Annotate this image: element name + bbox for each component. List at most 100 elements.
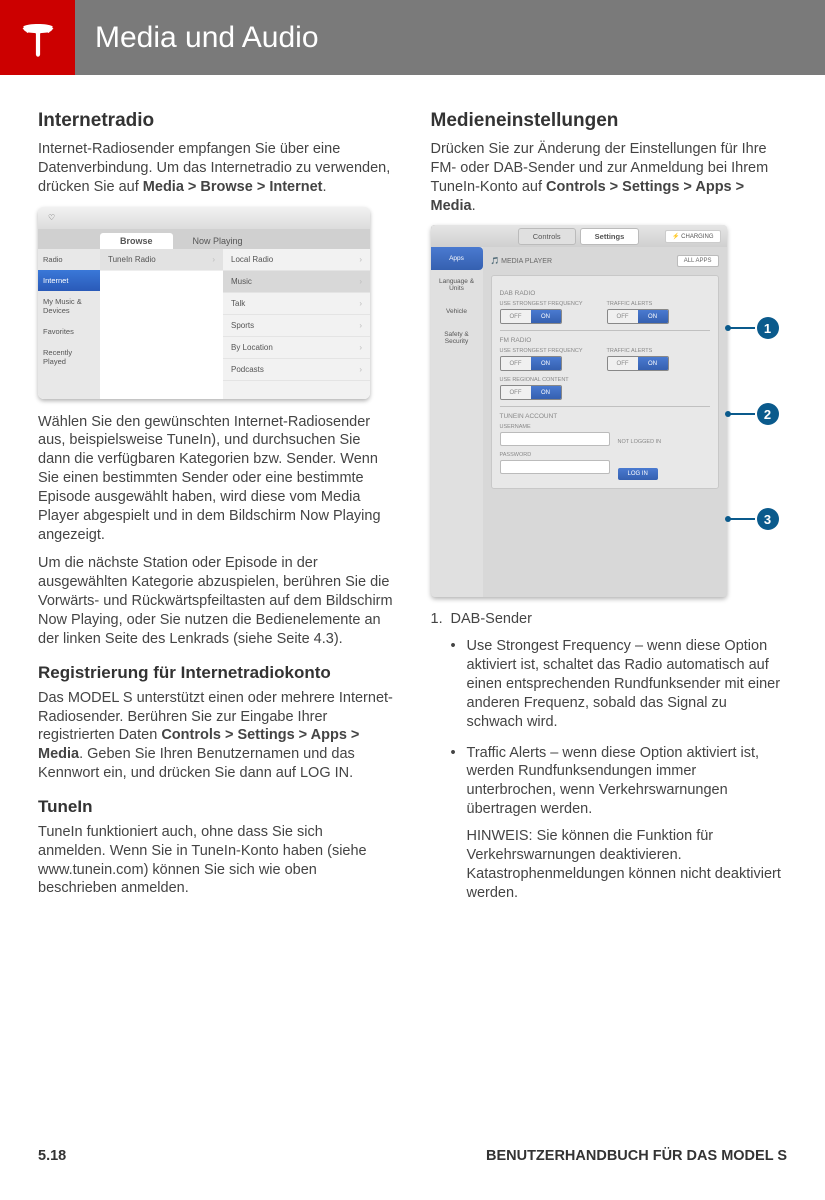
heading-registration: Registrierung für Internetradiokonto (38, 663, 395, 683)
left-column: Internetradio Internet-Radiosender empfa… (38, 110, 395, 914)
nav-favorites[interactable]: Favorites (38, 321, 100, 342)
label-freq: USE STRONGEST FREQUENCY (500, 301, 583, 307)
bullet-traffic: Traffic Alerts – wenn diese Option aktiv… (451, 744, 788, 903)
text: Traffic Alerts – wenn diese Option aktiv… (467, 745, 760, 818)
bullet-freq: Use Strongest Frequency – wenn diese Opt… (451, 637, 788, 731)
toggle-fm-traffic[interactable]: OFFON (607, 356, 669, 371)
mid-tunein[interactable]: TuneIn Radio (100, 249, 223, 271)
tab-controls[interactable]: Controls (518, 228, 576, 245)
s1-mid-list: TuneIn Radio (100, 249, 223, 399)
text: MEDIA PLAYER (501, 258, 552, 265)
toggle-fm-freq[interactable]: OFFON (500, 356, 562, 371)
side-apps[interactable]: Apps (431, 247, 483, 270)
page-number: 5.18 (38, 1148, 66, 1164)
s1-right-list: Local Radio Music Talk Sports By Locatio… (223, 249, 370, 399)
book-title: BENUTZERHANDBUCH FÜR DAS MODEL S (486, 1148, 787, 1164)
toggle-regional[interactable]: OFFON (500, 385, 562, 400)
toggle-off: OFF (501, 386, 531, 399)
cat-sports[interactable]: Sports (223, 315, 370, 337)
toggle-on: ON (638, 310, 668, 323)
cat-talk[interactable]: Talk (223, 293, 370, 315)
s1-tabs: Browse Now Playing (38, 229, 370, 249)
bullet-list: Use Strongest Frequency – wenn diese Opt… (451, 637, 788, 902)
toggle-off: OFF (608, 357, 638, 370)
callout-1: 1 (727, 317, 779, 339)
nav-internet[interactable]: Internet (38, 270, 100, 291)
page-footer: 5.18 BENUTZERHANDBUCH FÜR DAS MODEL S (38, 1148, 787, 1164)
all-apps-button[interactable]: ALL APPS (677, 255, 719, 267)
heart-icon: ♡ (48, 213, 55, 222)
s2-topbar: Controls Settings ⚡ CHARGING (431, 225, 727, 247)
tab-settings[interactable]: Settings (580, 228, 640, 245)
cat-local[interactable]: Local Radio (223, 249, 370, 271)
text: DAB-Sender (451, 611, 532, 627)
side-vehicle[interactable]: Vehicle (431, 300, 483, 323)
toggle-on: ON (531, 310, 561, 323)
para-reg: Das MODEL S unterstützt einen oder mehre… (38, 689, 395, 783)
label-pass: PASSWORD (500, 452, 710, 458)
sec-fm: FM RADIO (500, 337, 710, 344)
callout-2: 2 (727, 403, 779, 425)
cat-music[interactable]: Music (223, 271, 370, 293)
tab-browse[interactable]: Browse (100, 233, 173, 249)
label-traffic: TRAFFIC ALERTS (607, 301, 669, 307)
para-internet-3: Um die nächste Station oder Episode in d… (38, 554, 395, 648)
label-freq2: USE STRONGEST FREQUENCY (500, 348, 583, 354)
callout-num: 2 (757, 403, 779, 425)
side-lang[interactable]: Language & Units (431, 270, 483, 300)
callout-num: 3 (757, 508, 779, 530)
toggle-on: ON (531, 357, 561, 370)
heading-tunein: TuneIn (38, 797, 395, 817)
nav-mymusic[interactable]: My Music & Devices (38, 291, 100, 321)
para-tunein: TuneIn funktioniert auch, ohne dass Sie … (38, 823, 395, 898)
settings-panel: DAB RADIO USE STRONGEST FREQUENCY OFFON … (491, 275, 719, 489)
login-button[interactable]: LOG IN (618, 468, 658, 480)
text: . Geben Sie Ihren Benutzernamen und das … (38, 746, 355, 781)
toggle-off: OFF (501, 357, 531, 370)
toggle-on: ON (638, 357, 668, 370)
screenshot-settings: × Controls Settings ⚡ CHARGING Apps Lang… (431, 225, 727, 597)
label-user: USERNAME (500, 424, 710, 430)
tab-now-playing[interactable]: Now Playing (173, 233, 263, 249)
label-traffic2: TRAFFIC ALERTS (607, 348, 669, 354)
toggle-off: OFF (608, 310, 638, 323)
label-regional: USE REGIONAL CONTENT (500, 377, 710, 383)
s2-main: 🎵 MEDIA PLAYER ALL APPS DAB RADIO USE ST… (483, 247, 727, 597)
s1-left-nav: Radio Internet My Music & Devices Favori… (38, 249, 100, 399)
toggle-dab-freq[interactable]: OFFON (500, 309, 562, 324)
side-safety[interactable]: Safety & Security (431, 323, 483, 353)
screenshot-media-browse: ♡ Browse Now Playing Radio Internet My M… (38, 207, 370, 399)
cat-location[interactable]: By Location (223, 337, 370, 359)
s2-sidebar: Apps Language & Units Vehicle Safety & S… (431, 247, 483, 597)
content-columns: Internetradio Internet-Radiosender empfa… (0, 75, 825, 914)
tesla-logo (0, 0, 75, 75)
cat-podcasts[interactable]: Podcasts (223, 359, 370, 381)
toggle-off: OFF (501, 310, 531, 323)
not-logged-label: NOT LOGGED IN (618, 439, 662, 445)
toggle-dab-traffic[interactable]: OFFON (607, 309, 669, 324)
list-item-dab: DAB-Sender Use Strongest Frequency – wen… (431, 611, 788, 902)
screenshot-settings-wrap: × Controls Settings ⚡ CHARGING Apps Lang… (431, 225, 788, 597)
heading-internetradio: Internetradio (38, 110, 395, 132)
username-input[interactable] (500, 432, 610, 446)
password-input[interactable] (500, 460, 610, 474)
nav-recent[interactable]: Recently Played (38, 342, 100, 372)
page-title: Media und Audio (95, 21, 319, 55)
toggle-on: ON (531, 386, 561, 399)
para-mediasettings: Drücken Sie zur Änderung der Einstellung… (431, 140, 788, 215)
tesla-t-icon (17, 17, 59, 59)
page-header: Media und Audio (0, 0, 825, 75)
note-text: HINWEIS: Sie können die Funktion für Ver… (467, 827, 788, 902)
callout-num: 1 (757, 317, 779, 339)
nav-radio[interactable]: Radio (38, 249, 100, 270)
heading-mediasettings: Medieneinstellungen (431, 110, 788, 132)
callout-3: 3 (727, 508, 779, 530)
sec-tunein: TUNEIN ACCOUNT (500, 413, 710, 420)
sec-dab: DAB RADIO (500, 290, 710, 297)
right-column: Medieneinstellungen Drücken Sie zur Ände… (431, 110, 788, 914)
text-bold: Media > Browse > Internet (143, 179, 323, 195)
para-internet-2: Wählen Sie den gewünschten Internet-Radi… (38, 413, 395, 545)
s1-topbar: ♡ (38, 207, 370, 229)
numbered-list: DAB-Sender Use Strongest Frequency – wen… (431, 611, 788, 902)
mediaplayer-label: 🎵 MEDIA PLAYER (491, 257, 553, 265)
